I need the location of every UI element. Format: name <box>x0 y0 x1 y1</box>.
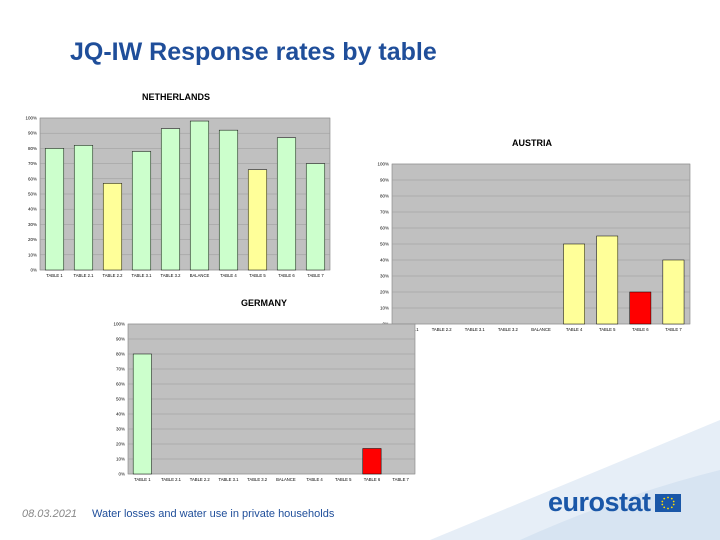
y-tick-label: 10% <box>380 306 389 311</box>
footer-text: Water losses and water use in private ho… <box>92 508 335 520</box>
bar-nl-5 <box>160 128 181 271</box>
y-tick-label: 90% <box>380 178 389 183</box>
x-tick-label: TABLE 6 <box>364 477 381 482</box>
bar-nl-10 <box>305 163 326 271</box>
y-tick-label: 30% <box>380 274 389 279</box>
x-tick-label: TABLE 3.2 <box>498 327 519 332</box>
y-tick-label: 40% <box>28 207 37 212</box>
x-tick-label: TABLE 1 <box>134 477 151 482</box>
x-tick-label: TABLE 2.1 <box>161 477 182 482</box>
y-tick-label: 60% <box>380 226 389 231</box>
y-tick-label: 60% <box>28 176 37 181</box>
bar-nl-1 <box>44 148 65 271</box>
x-tick-label: TABLE 4 <box>306 477 323 482</box>
y-tick-label: 100% <box>113 322 125 327</box>
y-tick-label: 30% <box>28 222 37 227</box>
y-tick-label: 70% <box>116 367 125 372</box>
bar-de-1 <box>132 353 152 475</box>
y-tick-label: 80% <box>116 352 125 357</box>
x-tick-label: TABLE 3.2 <box>247 477 268 482</box>
y-tick-label: 70% <box>28 161 37 166</box>
x-tick-label: TABLE 7 <box>392 477 409 482</box>
y-tick-label: 50% <box>28 192 37 197</box>
x-tick-label: TABLE 7 <box>307 273 324 278</box>
x-tick-label: TABLE 4 <box>220 273 237 278</box>
y-tick-label: 80% <box>28 146 37 151</box>
y-tick-label: 10% <box>28 252 37 257</box>
logo-text: eurostat <box>548 487 651 517</box>
y-tick-label: 20% <box>116 442 125 447</box>
x-tick-label: TABLE 5 <box>249 273 266 278</box>
bar-nl-6 <box>189 120 210 271</box>
x-tick-label: TABLE 6 <box>632 327 649 332</box>
x-tick-label: TABLE 5 <box>599 327 616 332</box>
y-tick-label: 100% <box>25 116 37 121</box>
x-tick-label: TABLE 5 <box>335 477 352 482</box>
x-tick-label: TABLE 3.1 <box>465 327 486 332</box>
x-tick-label: TABLE 2.2 <box>103 273 124 278</box>
y-tick-label: 50% <box>380 242 389 247</box>
x-tick-label: TABLE 7 <box>665 327 682 332</box>
y-tick-label: 100% <box>377 162 389 167</box>
bar-at-8 <box>629 291 652 325</box>
footer-date: 08.03.2021 <box>22 508 78 520</box>
x-tick-label: TABLE 3.2 <box>161 273 182 278</box>
bar-nl-9 <box>276 137 297 271</box>
bar-nl-2 <box>73 145 94 271</box>
chart-title-at: AUSTRIA <box>512 138 552 148</box>
x-tick-label: TABLE 2.1 <box>74 273 95 278</box>
y-tick-label: 90% <box>116 337 125 342</box>
chart-germany: GERMANY 0% 10% 20% 30% 40% 50% 60% 70% 80% 90% 100%… <box>113 298 416 482</box>
x-tick-label: TABLE 2.2 <box>190 477 211 482</box>
bar-at-9 <box>662 259 685 325</box>
eu-flag-icon <box>654 493 681 512</box>
y-tick-label: 80% <box>380 194 389 199</box>
y-tick-label: 10% <box>116 457 125 462</box>
x-tick-label: TABLE 3.1 <box>218 477 239 482</box>
y-tick-label: 20% <box>380 290 389 295</box>
y-tick-label: 90% <box>28 131 37 136</box>
y-tick-label: 40% <box>380 258 389 263</box>
bar-nl-4 <box>131 151 152 271</box>
bar-nl-8 <box>247 169 268 271</box>
bar-nl-3 <box>102 183 123 271</box>
x-tick-label: TABLE 4 <box>566 327 583 332</box>
bar-at-6 <box>563 243 585 325</box>
eurostat-logo: eurostat <box>548 487 681 518</box>
y-tick-label: 20% <box>28 237 37 242</box>
y-tick-label: 0% <box>30 268 37 273</box>
x-tick-label: BALANCE <box>276 477 296 482</box>
bar-nl-7 <box>218 129 239 271</box>
x-tick-label: TABLE 2.2 <box>432 327 453 332</box>
x-tick-label: TABLE 3.1 <box>132 273 153 278</box>
chart-title-de: GERMANY <box>241 298 287 308</box>
y-tick-label: 40% <box>116 412 125 417</box>
chart-title-nl: NETHERLANDS <box>142 92 210 102</box>
x-tick-label: TABLE 6 <box>278 273 295 278</box>
y-tick-label: 30% <box>116 427 125 432</box>
y-tick-label: 50% <box>116 397 125 402</box>
x-tick-label: BALANCE <box>190 273 210 278</box>
bar-de-9 <box>362 448 382 475</box>
chart-austria: AUSTRIA0%10%20%30%40%50%60%70%80%90%100%… <box>377 138 691 332</box>
x-tick-label: BALANCE <box>531 327 551 332</box>
y-tick-label: 70% <box>380 210 389 215</box>
chart-netherlands: NETHERLANDS 0% 10% 20% 30% 40% 50% 60% 70% 80% 90%… <box>25 92 331 278</box>
x-tick-label: TABLE 1 <box>46 273 63 278</box>
bar-at-7 <box>596 235 619 325</box>
y-tick-label: 60% <box>116 382 125 387</box>
y-tick-label: 0% <box>118 472 125 477</box>
slide-title: JQ-IW Response rates by table <box>70 38 437 66</box>
